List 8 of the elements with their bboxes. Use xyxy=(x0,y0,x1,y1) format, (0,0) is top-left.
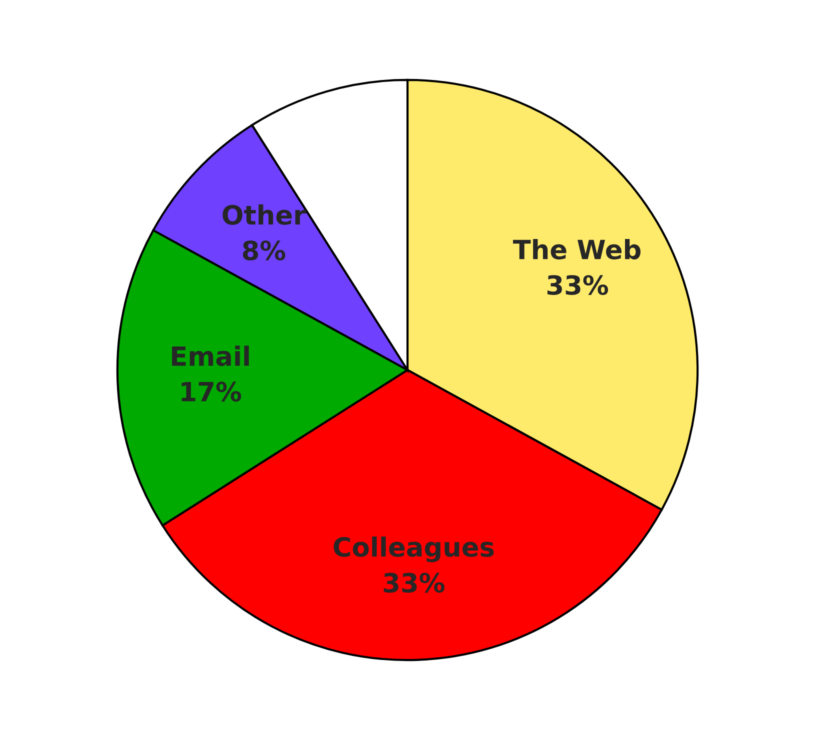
slice-label: Email xyxy=(172,346,249,366)
data-label: 33% xyxy=(547,275,608,296)
data-label: 33% xyxy=(384,572,444,593)
data-label: 17% xyxy=(182,382,242,402)
slice-label: The Web xyxy=(513,239,641,260)
slice-label: Other xyxy=(222,204,306,225)
slice-label: Colleagues xyxy=(334,536,494,562)
data-label: 8% xyxy=(242,240,286,260)
